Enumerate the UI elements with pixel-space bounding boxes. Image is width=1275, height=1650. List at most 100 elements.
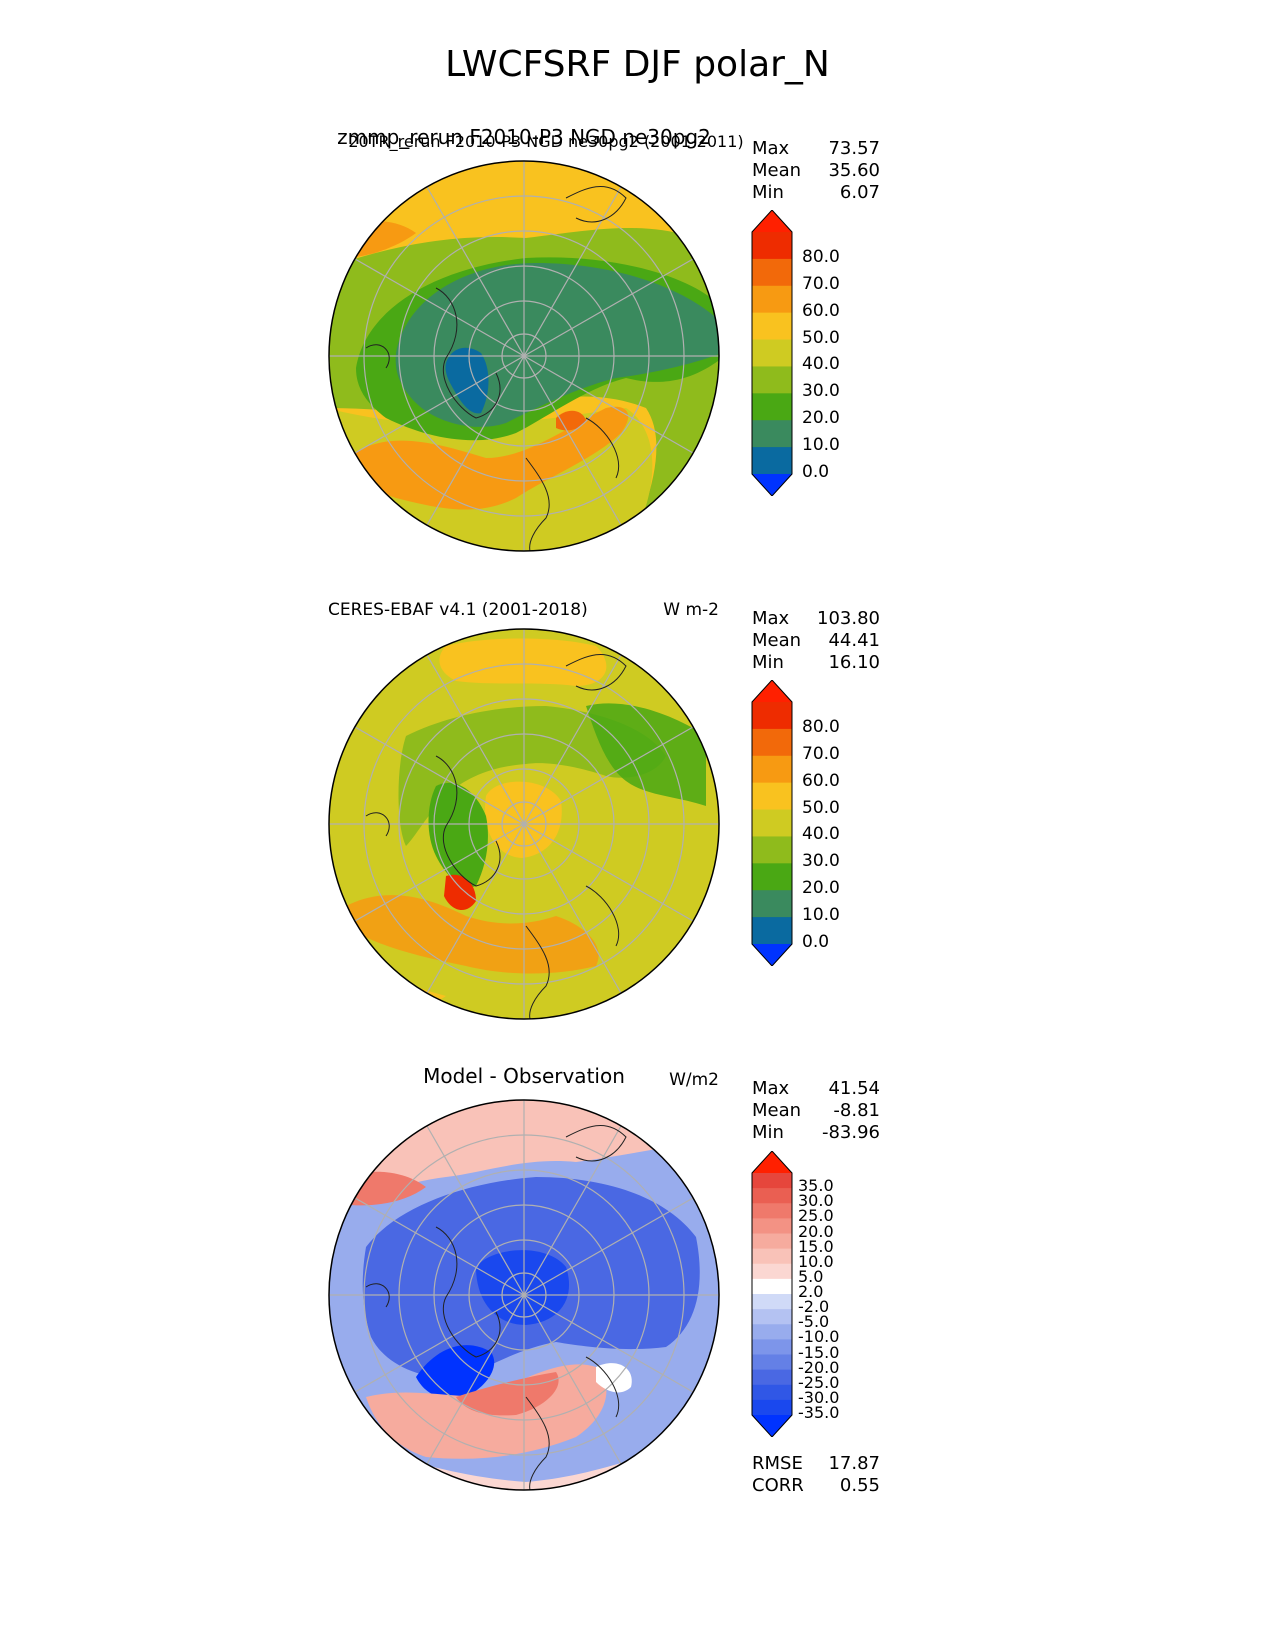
cb1-tick: 10.0 (802, 435, 840, 456)
p1-graticule (329, 161, 719, 551)
colorbar-segment (752, 1339, 792, 1355)
p1-coastlines (365, 185, 627, 551)
panel-3-center-title: Model - Observation (423, 1064, 625, 1088)
stat-corr: CORR 0.55 (752, 1475, 880, 1496)
p2-coastlines (365, 653, 627, 1019)
cb3-tick: 35.0 (798, 1176, 834, 1196)
colorbar-segment (752, 285, 792, 314)
panel-3-colorbar-labels: 35.0 30.0 25.0 20.0 15.0 10.0 5.0 2.0 -2… (798, 1151, 858, 1437)
cb3-tick: 2.0 (798, 1282, 824, 1301)
p3-red-south (456, 1372, 559, 1416)
panel-1-colorbar-labels: 80.0 70.0 60.0 50.0 40.0 30.0 20.0 10.0 … (802, 210, 862, 496)
colorbar-segment (752, 1263, 792, 1280)
p3-dark-blue-greenland (416, 1345, 495, 1399)
cb1-tick: 80.0 (802, 246, 840, 267)
panel-1-colorbar (751, 210, 793, 496)
p1-blue-spot (445, 347, 489, 414)
cb3-tick: 15.0 (798, 1236, 834, 1256)
p1-orange-band (346, 406, 629, 510)
p2-red-spot (444, 874, 476, 911)
cb3-tick: 5.0 (798, 1266, 824, 1286)
colorbar-segment (752, 890, 792, 918)
cb1-tick: 50.0 (802, 327, 840, 348)
stat-mean: Mean -8.81 (752, 1100, 880, 1121)
colorbar-segment (752, 1233, 792, 1250)
colorbar-segment (752, 232, 792, 260)
cb3-tick: -5.0 (798, 1312, 830, 1332)
cb1-tick: 40.0 (802, 354, 840, 375)
colorbar-segment (752, 1294, 792, 1310)
p3-blue-core (476, 1250, 570, 1325)
panel-2-colorbar-labels: 80.0 70.0 60.0 50.0 40.0 30.0 20.0 10.0 … (802, 680, 862, 966)
panel-2-polar-map (328, 628, 720, 1020)
colorbar-segment (752, 258, 792, 287)
cb2-tick: 40.0 (802, 824, 840, 845)
colorbar-segment (752, 1309, 792, 1325)
cb2-tick: 80.0 (802, 716, 840, 737)
p1-blue-edge (706, 238, 719, 298)
colorbar-segment (752, 447, 792, 475)
colorbar-segment (752, 863, 792, 891)
panel-2-left-title: CERES-EBAF v4.1 (2001-2018) (328, 600, 588, 620)
stat-max: Max 103.80 (752, 608, 880, 629)
cb2-tick: 10.0 (802, 905, 840, 926)
stat-mean: Mean 35.60 (752, 160, 880, 181)
colorbar-extend-min (752, 944, 792, 966)
colorbar-segment (752, 1188, 792, 1204)
colorbar-extend-max (752, 210, 792, 232)
panel-3-stats: Max 41.54 Mean -8.81 Min -83.96 (752, 1078, 880, 1144)
colorbar-outline (751, 1151, 793, 1437)
p3-graticule (329, 1100, 719, 1490)
colorbar-segment (752, 1278, 792, 1295)
panel-3-polar-map (328, 1099, 720, 1491)
p2-greenland (428, 782, 488, 887)
colorbar-segment (752, 339, 792, 367)
panel-1-polar-map (328, 160, 720, 552)
figure-title: LWCFSRF DJF polar_N (445, 44, 830, 85)
panel-2-stats: Max 103.80 Mean 44.41 Min 16.10 (752, 608, 880, 674)
panel-1-overlapping-title-large: zmmp_rerun F2010-P3 NGD ne30pg2 (337, 125, 711, 149)
cb3-tick: 20.0 (798, 1221, 834, 1241)
colorbar-segment (752, 782, 792, 811)
cb3-tick: -20.0 (798, 1357, 840, 1377)
colorbar-segment (752, 1173, 792, 1189)
panel-2-units: W m-2 (663, 600, 719, 620)
colorbar-segment (752, 393, 792, 421)
cb3-tick: -10.0 (798, 1327, 840, 1347)
cb3-tick: 25.0 (798, 1206, 834, 1226)
cb1-tick: 60.0 (802, 300, 840, 321)
cb1-tick: 0.0 (802, 462, 830, 482)
stat-max: Max 41.54 (752, 1078, 880, 1099)
p2-green-east (586, 703, 706, 806)
colorbar-segment (752, 1369, 792, 1386)
colorbar-segment (752, 702, 792, 730)
colorbar-segment (752, 728, 792, 757)
colorbar-segment (752, 1399, 792, 1416)
cb3-tick: -35.0 (798, 1403, 840, 1422)
colorbar-segment (752, 1248, 792, 1265)
panel-1-stats: Max 73.57 Mean 35.60 Min 6.07 (752, 138, 880, 204)
cb2-tick: 70.0 (802, 743, 840, 764)
colorbar-outline (751, 210, 793, 496)
p2-orange-south (346, 895, 599, 974)
cb3-tick: 30.0 (798, 1191, 834, 1211)
colorbar-outline (751, 680, 793, 966)
p2-orange-top (439, 638, 607, 686)
stat-min: Min -83.96 (752, 1122, 880, 1143)
cb1-tick: 20.0 (802, 408, 840, 429)
colorbar-segment (752, 917, 792, 945)
panel-2-colorbar (751, 680, 793, 966)
stat-min: Min 6.07 (752, 182, 880, 203)
cb3-tick: 10.0 (798, 1251, 834, 1271)
panel-1-overlapping-title-small: 20TR_rerun F2010-P3 NGD ne30pg2 (2001-20… (348, 132, 744, 151)
cb1-tick: 30.0 (802, 381, 840, 402)
p3-white-patch (596, 1363, 632, 1393)
cb3-tick: -30.0 (798, 1387, 840, 1407)
cb1-tick: 70.0 (802, 273, 840, 294)
panel-3-extra-stats: RMSE 17.87 CORR 0.55 (752, 1453, 880, 1497)
panel-3-units: W/m2 (669, 1070, 719, 1090)
panel-3-colorbar (751, 1151, 793, 1437)
colorbar-segment (752, 755, 792, 784)
stat-rmse: RMSE 17.87 (752, 1453, 880, 1474)
p2-graticule (329, 629, 719, 1019)
